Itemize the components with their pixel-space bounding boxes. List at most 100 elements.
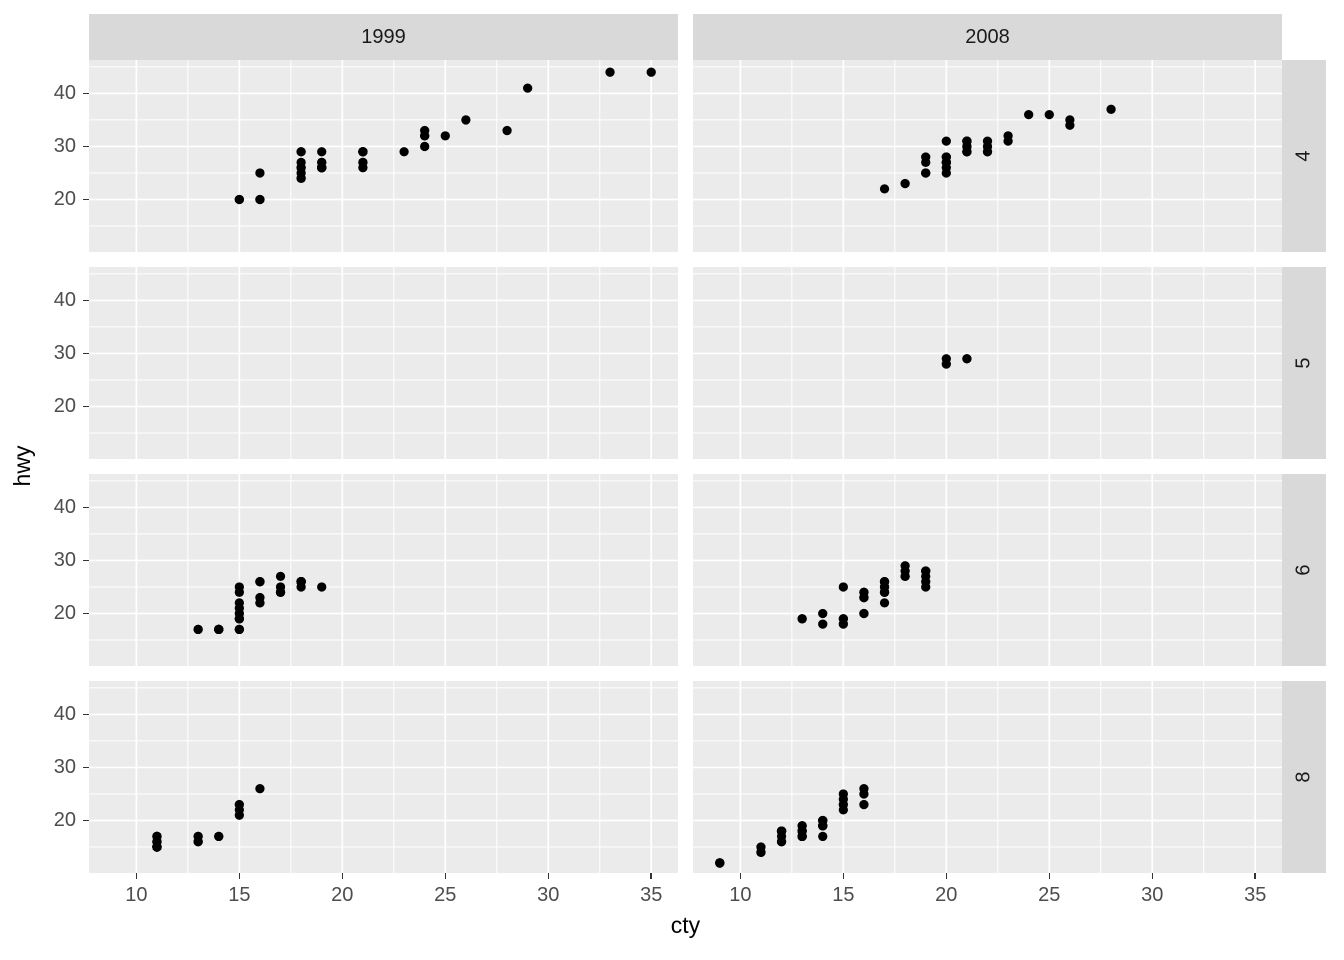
x-tick-mark: [842, 873, 845, 879]
data-point: [941, 354, 951, 364]
panel-background: [89, 681, 678, 873]
x-tick-mark: [547, 873, 549, 879]
x-tick-mark: [444, 873, 447, 879]
data-point: [982, 136, 993, 146]
data-point: [879, 587, 890, 597]
data-point: [776, 826, 787, 836]
panel-2008-cyl4: [693, 60, 1282, 252]
panel-1999-cyl4: [89, 60, 678, 252]
data-point: [921, 582, 931, 592]
panel-2008-cyl8: [693, 681, 1282, 873]
panel-background: [89, 267, 678, 459]
y-tick-label: 30: [53, 756, 76, 779]
data-point: [605, 67, 615, 77]
data-point: [317, 582, 327, 592]
facet-row-strip-8-label: 8: [1293, 771, 1315, 783]
facet-col-strip-1999-label: 1999: [361, 26, 406, 48]
data-point: [879, 598, 890, 608]
facet-col-strip-2008: 2008: [693, 14, 1282, 60]
data-point: [317, 147, 327, 157]
data-point: [461, 115, 471, 125]
y-tick-mark: [83, 713, 89, 716]
facet-row-strip-6: 6: [1282, 474, 1326, 666]
data-point: [715, 858, 725, 868]
data-point: [838, 805, 848, 815]
y-tick-label: 30: [53, 135, 76, 158]
facet-row-strip-8: 8: [1282, 681, 1326, 873]
x-tick-mark: [341, 873, 344, 879]
data-point: [921, 566, 931, 576]
y-tick-label: 40: [53, 82, 76, 105]
y-tick-mark: [83, 559, 89, 562]
panel-1999-cyl6: [89, 474, 678, 666]
data-point: [921, 168, 931, 178]
data-point: [962, 354, 972, 364]
x-tick-mark: [1048, 873, 1051, 879]
data-point: [879, 577, 890, 587]
data-point: [420, 141, 430, 152]
data-point: [776, 837, 787, 847]
x-tick-label: 30: [537, 884, 560, 906]
data-point: [234, 614, 244, 624]
x-tick-label: 35: [1244, 884, 1267, 906]
x-tick-label: 10: [125, 884, 148, 906]
facet-row-strip-6-label: 6: [1293, 564, 1315, 576]
y-tick-label: 20: [53, 602, 76, 625]
facet-row-strip-4-label: 4: [1293, 150, 1315, 162]
data-point: [317, 163, 327, 173]
data-point: [900, 571, 910, 582]
data-point: [859, 789, 869, 799]
panel-2008-cyl6: [693, 474, 1282, 666]
x-axis-title: cty: [670, 912, 701, 938]
y-tick-mark: [83, 405, 89, 408]
data-point: [941, 136, 951, 146]
data-point: [859, 587, 869, 597]
y-tick-mark: [83, 612, 89, 615]
x-tick-mark: [1151, 873, 1153, 879]
data-point: [296, 577, 306, 587]
data-point: [900, 178, 910, 189]
panel-background: [693, 474, 1282, 666]
data-point: [797, 826, 807, 836]
x-tick-mark: [135, 873, 138, 879]
y-tick-mark: [83, 145, 89, 148]
data-point: [358, 157, 368, 168]
data-point: [982, 147, 993, 157]
x-tick-mark: [650, 873, 652, 879]
y-tick-mark: [83, 198, 89, 201]
facet-col-strip-1999: 1999: [89, 14, 678, 60]
y-tick-mark: [83, 352, 89, 355]
x-tick-label: 25: [434, 884, 457, 906]
data-point: [193, 624, 203, 635]
data-point: [234, 624, 244, 635]
data-point: [296, 157, 306, 168]
y-tick-label: 30: [53, 342, 76, 365]
x-tick-label: 10: [729, 884, 752, 906]
x-tick-mark: [945, 873, 948, 879]
x-tick-mark: [238, 873, 241, 879]
data-point: [399, 147, 409, 157]
data-point: [646, 67, 656, 77]
x-tick-label: 35: [640, 884, 663, 906]
y-tick-label: 40: [53, 703, 76, 726]
x-tick-mark: [739, 873, 742, 879]
data-point: [255, 592, 265, 603]
y-tick-label: 30: [53, 549, 76, 572]
data-point: [275, 571, 286, 582]
data-point: [358, 147, 368, 157]
y-tick-label: 20: [53, 188, 76, 211]
data-point: [818, 821, 828, 831]
data-point: [296, 173, 306, 183]
data-point: [523, 83, 533, 93]
data-point: [255, 784, 265, 794]
y-axis-title: hwy: [9, 445, 35, 487]
x-tick-label: 20: [331, 884, 354, 906]
facet-col-strip-2008-label: 2008: [965, 26, 1010, 48]
data-point: [214, 624, 224, 635]
data-point: [756, 847, 766, 857]
y-tick-mark: [83, 766, 89, 769]
data-point: [962, 136, 972, 146]
y-tick-label: 20: [53, 809, 76, 832]
x-tick-label: 30: [1141, 884, 1164, 906]
